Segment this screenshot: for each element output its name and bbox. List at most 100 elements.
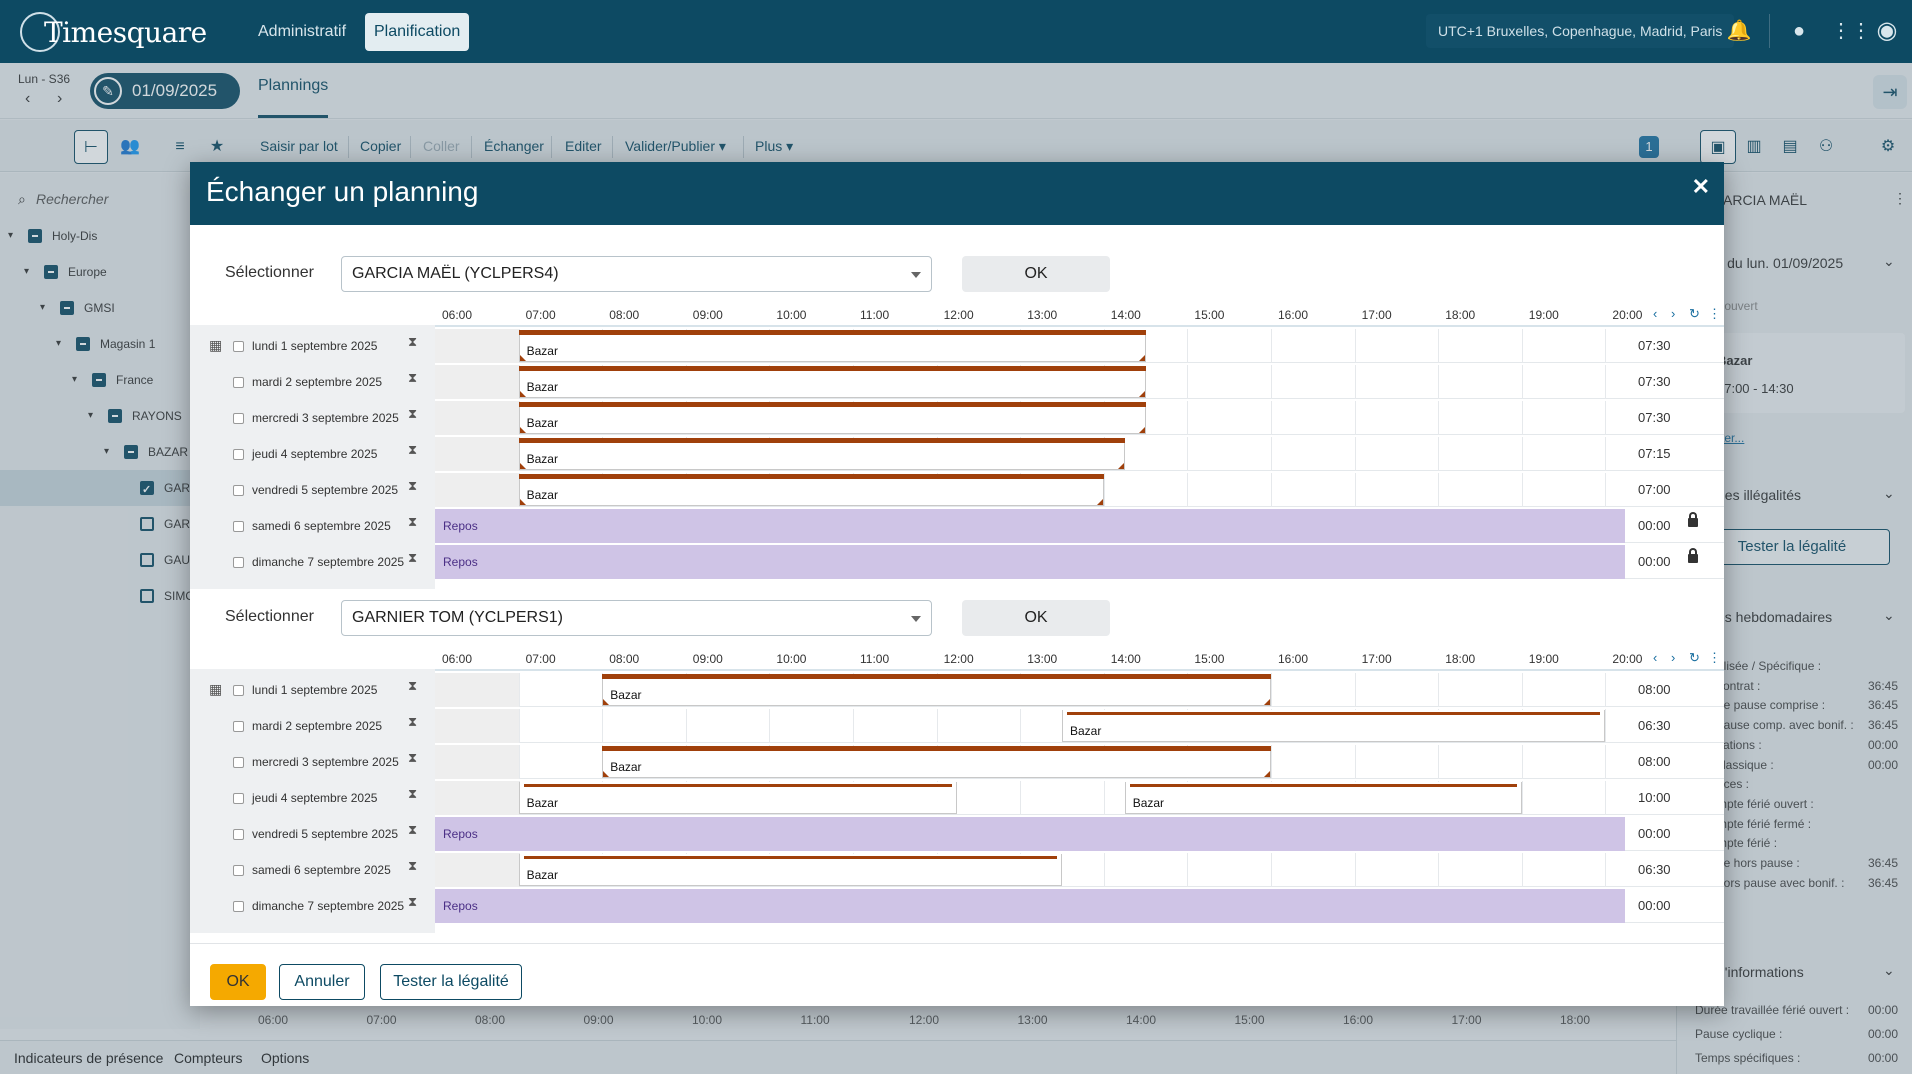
hourglass-icon[interactable]: ⧗ [408, 442, 418, 457]
apps-grid-icon[interactable]: ⋮⋮ [1831, 20, 1871, 42]
illegalities-header[interactable]: des illégalités [1717, 487, 1802, 503]
day-checkbox[interactable] [233, 901, 244, 912]
day-checkbox[interactable] [233, 685, 244, 696]
tree-item-employee-2[interactable]: GAR [0, 506, 200, 542]
close-icon[interactable]: ✕ [1691, 174, 1710, 199]
tree-item-rayons[interactable]: ▾ RAYONS [88, 409, 182, 423]
day-checkbox[interactable] [233, 413, 244, 424]
day-checkbox[interactable] [233, 757, 244, 768]
hourglass-icon[interactable]: ⧗ [408, 550, 418, 565]
tab-compteurs[interactable]: Compteurs [174, 1050, 243, 1066]
chevron-down-icon[interactable]: ⌄ [1883, 485, 1895, 501]
timeline-cell[interactable]: Bazar [435, 673, 1625, 707]
hourglass-icon[interactable]: ⧗ [408, 406, 418, 421]
shift-block[interactable]: Bazar [518, 854, 1062, 886]
tab-indicateurs-presence[interactable]: Indicateurs de présence [14, 1050, 164, 1066]
weekly-header[interactable]: es hebdomadaires [1717, 609, 1833, 625]
day-checkbox[interactable] [233, 865, 244, 876]
next-range-icon[interactable]: › [1671, 306, 1676, 321]
tree-item-gmsi[interactable]: ▾ GMSI [40, 301, 115, 315]
tree-item-employee-1[interactable]: GAR [0, 470, 200, 508]
more-menu-icon[interactable]: ⋮ [1893, 190, 1907, 206]
day-checkbox[interactable] [233, 341, 244, 352]
day-checkbox[interactable] [233, 521, 244, 532]
nav-planification[interactable]: Planification [365, 13, 470, 51]
repos-block[interactable]: Repos [435, 817, 1625, 851]
day-checkbox[interactable] [233, 829, 244, 840]
shift-block[interactable]: Bazar [602, 746, 1271, 778]
ok-select-2-button[interactable]: OK [962, 600, 1110, 636]
shift-block[interactable]: Bazar [602, 674, 1271, 706]
timeline-cell[interactable]: Bazar [435, 745, 1625, 779]
ok-select-1-button[interactable]: OK [962, 256, 1110, 292]
next-range-icon[interactable]: › [1671, 650, 1676, 665]
chevron-down-icon[interactable]: ⌄ [1883, 962, 1895, 978]
tree-item-france[interactable]: ▾ France [72, 373, 154, 387]
user-avatar-icon[interactable]: ◉ [1876, 17, 1898, 44]
timeline-cell[interactable]: Bazar [435, 709, 1625, 743]
timeline-cell[interactable]: Bazar [435, 401, 1625, 435]
people-icon[interactable]: 👥 [120, 138, 140, 155]
hourglass-icon[interactable]: ⧗ [408, 478, 418, 493]
timeline-cell[interactable]: Repos [435, 889, 1625, 923]
bell-icon[interactable]: 🔔 [1726, 20, 1752, 42]
book-icon[interactable]: ▥ [1746, 138, 1762, 155]
hourglass-icon[interactable]: ⧗ [408, 750, 418, 765]
shift-block[interactable]: Bazar [1124, 782, 1522, 814]
timeline-cell[interactable]: Bazar [435, 853, 1625, 887]
search-input[interactable]: ⌕ Rechercher [14, 185, 194, 213]
day-checkbox[interactable] [233, 721, 244, 732]
hourglass-icon[interactable]: ⧗ [408, 370, 418, 385]
day-checkbox[interactable] [233, 557, 244, 568]
shift-block[interactable]: Bazar [518, 366, 1146, 398]
repos-block[interactable]: Repos [435, 545, 1625, 579]
refresh-icon[interactable]: ↻ [1689, 650, 1700, 665]
tree-item-europe[interactable]: ▾ Europe [24, 265, 107, 279]
toolbar-coller[interactable]: Coller [423, 138, 460, 154]
more-menu-icon[interactable]: ⋮ [1708, 650, 1721, 665]
shift-block[interactable]: Bazar [1062, 710, 1606, 742]
shift-block[interactable]: Bazar [518, 402, 1146, 434]
test-legality-button[interactable]: Tester la légalité [380, 964, 522, 1000]
app-logo[interactable]: Timesquare [20, 10, 207, 54]
star-icon[interactable]: ★ [209, 138, 225, 155]
person-card-icon[interactable]: ▣ [1700, 130, 1736, 164]
toolbar-plus[interactable]: Plus ▾ [755, 138, 794, 154]
tree-item-magasin-1[interactable]: ▾ Magasin 1 [56, 337, 156, 351]
tree-item-holy-dis[interactable]: ▾ Holy-Dis [8, 229, 98, 243]
toolbar-valider-publier[interactable]: Valider/Publier ▾ [625, 138, 726, 154]
date-picker[interactable]: ✎ 01/09/2025 [90, 73, 240, 109]
hourglass-icon[interactable]: ⧗ [408, 514, 418, 529]
hourglass-icon[interactable]: ⧗ [408, 334, 418, 349]
timeline-cell[interactable]: Repos [435, 509, 1625, 543]
day-checkbox[interactable] [233, 377, 244, 388]
hourglass-icon[interactable]: ⧗ [408, 858, 418, 873]
timeline-cell[interactable]: Repos [435, 817, 1625, 851]
shift-block[interactable]: Bazar [518, 782, 958, 814]
calendar-icon[interactable]: ▦ [209, 337, 223, 353]
document-icon[interactable]: ▤ [1782, 138, 1798, 155]
timeline-cell[interactable]: Bazar [435, 365, 1625, 399]
settings-icon[interactable]: ⚙ [1880, 138, 1896, 155]
refresh-icon[interactable]: ↻ [1689, 306, 1700, 321]
employee-select-2[interactable]: GARNIER TOM (YCLPERS1) [341, 600, 932, 636]
timeline-cell[interactable]: Repos [435, 545, 1625, 579]
tab-options[interactable]: Options [261, 1050, 310, 1066]
timeline-cell[interactable]: Bazar Bazar [435, 781, 1625, 815]
timeline-cell[interactable]: Bazar [435, 473, 1625, 507]
collapse-panel-icon[interactable]: ⇥ [1873, 75, 1907, 109]
ok-button[interactable]: OK [210, 964, 266, 1000]
more-link[interactable]: ter... [1721, 431, 1745, 445]
hourglass-icon[interactable]: ⧗ [408, 822, 418, 837]
shift-block[interactable]: Bazar [518, 438, 1125, 470]
cancel-button[interactable]: Annuler [279, 964, 365, 1000]
hourglass-icon[interactable]: ⧗ [408, 786, 418, 801]
nav-administratif[interactable]: Administratif [258, 23, 347, 40]
prev-range-icon[interactable]: ‹ [1653, 650, 1658, 665]
chevron-down-icon[interactable]: ⌄ [1883, 607, 1895, 623]
next-week-icon[interactable]: › [57, 90, 63, 107]
tree-item-employee-4[interactable]: SIMO [0, 578, 200, 614]
calendar-icon[interactable]: ▦ [209, 681, 223, 697]
more-menu-icon[interactable]: ⋮ [1708, 306, 1721, 321]
hourglass-icon[interactable]: ⧗ [408, 678, 418, 693]
